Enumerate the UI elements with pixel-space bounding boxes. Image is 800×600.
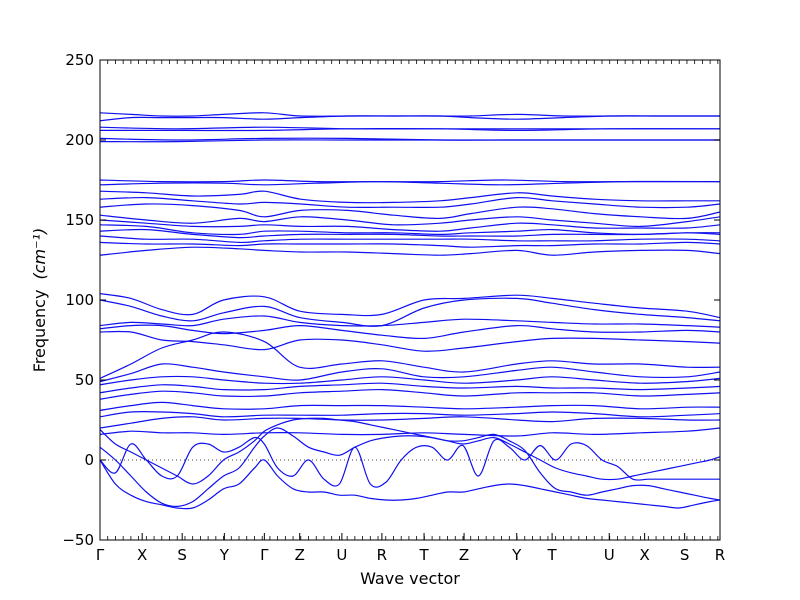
y-tick-label: 0 bbox=[84, 451, 94, 469]
band-line-16 bbox=[100, 235, 720, 244]
band-line-11 bbox=[100, 203, 720, 220]
band-line-15 bbox=[100, 228, 720, 239]
x-tick-label: R bbox=[377, 546, 387, 564]
y-axis-label-unit: (cm⁻¹) bbox=[30, 228, 49, 280]
band-line-26 bbox=[100, 375, 720, 386]
bands-group bbox=[100, 112, 720, 510]
band-line-29 bbox=[100, 401, 720, 411]
band-line-34 bbox=[100, 459, 720, 510]
band-line-9 bbox=[100, 190, 720, 204]
band-line-21 bbox=[100, 315, 720, 328]
x-tick-label: R bbox=[715, 546, 725, 564]
band-line-17 bbox=[100, 241, 720, 248]
band-line-28 bbox=[100, 388, 720, 400]
y-axis-ticks: −50 0 50 100 150 200 250 bbox=[62, 51, 720, 549]
x-tick-label: X bbox=[639, 546, 649, 564]
x-tick-label: Y bbox=[511, 546, 522, 564]
band-line-2 bbox=[100, 115, 720, 122]
x-axis-label: Wave vector bbox=[360, 569, 460, 588]
y-axis-label: Frequency (cm⁻¹) bbox=[30, 228, 49, 372]
x-tick-label: U bbox=[336, 546, 347, 564]
band-line-33 bbox=[100, 436, 720, 488]
band-line-24 bbox=[100, 331, 720, 379]
band-line-35 bbox=[100, 427, 720, 508]
y-axis-label-text: Frequency bbox=[30, 290, 49, 373]
y-tick-label: −50 bbox=[62, 531, 94, 549]
band-line-18 bbox=[100, 246, 720, 256]
band-line-8 bbox=[100, 180, 720, 186]
y-tick-label: 150 bbox=[65, 211, 94, 229]
x-tick-label: Z bbox=[295, 546, 305, 564]
band-line-10 bbox=[100, 196, 720, 209]
band-line-36 bbox=[100, 417, 720, 485]
band-line-22 bbox=[100, 324, 720, 340]
x-tick-label: T bbox=[547, 546, 558, 564]
band-line-27 bbox=[100, 382, 720, 394]
y-tick-label: 250 bbox=[65, 51, 94, 69]
band-line-32 bbox=[100, 427, 720, 437]
band-line-19 bbox=[100, 293, 720, 319]
band-line-31 bbox=[100, 416, 720, 429]
band-line-25 bbox=[100, 363, 720, 383]
x-tick-label: S bbox=[680, 546, 690, 564]
x-tick-label: U bbox=[604, 546, 615, 564]
y-tick-label: 100 bbox=[65, 291, 94, 309]
x-tick-label: Γ bbox=[96, 546, 105, 564]
y-tick-label: 200 bbox=[65, 131, 94, 149]
band-line-12 bbox=[100, 214, 720, 228]
x-tick-label: Γ bbox=[260, 546, 269, 564]
band-line-30 bbox=[100, 410, 720, 418]
band-line-6 bbox=[100, 139, 720, 143]
x-tick-label: S bbox=[177, 546, 187, 564]
band-line-4 bbox=[100, 127, 720, 132]
x-tick-label: Y bbox=[219, 546, 230, 564]
band-line-13 bbox=[100, 219, 720, 232]
y-tick-label: 50 bbox=[75, 371, 94, 389]
x-tick-label: T bbox=[418, 546, 429, 564]
x-tick-label: Z bbox=[459, 546, 469, 564]
band-line-14 bbox=[100, 224, 720, 236]
x-tick-label: X bbox=[137, 546, 147, 564]
band-line-23 bbox=[100, 330, 720, 352]
